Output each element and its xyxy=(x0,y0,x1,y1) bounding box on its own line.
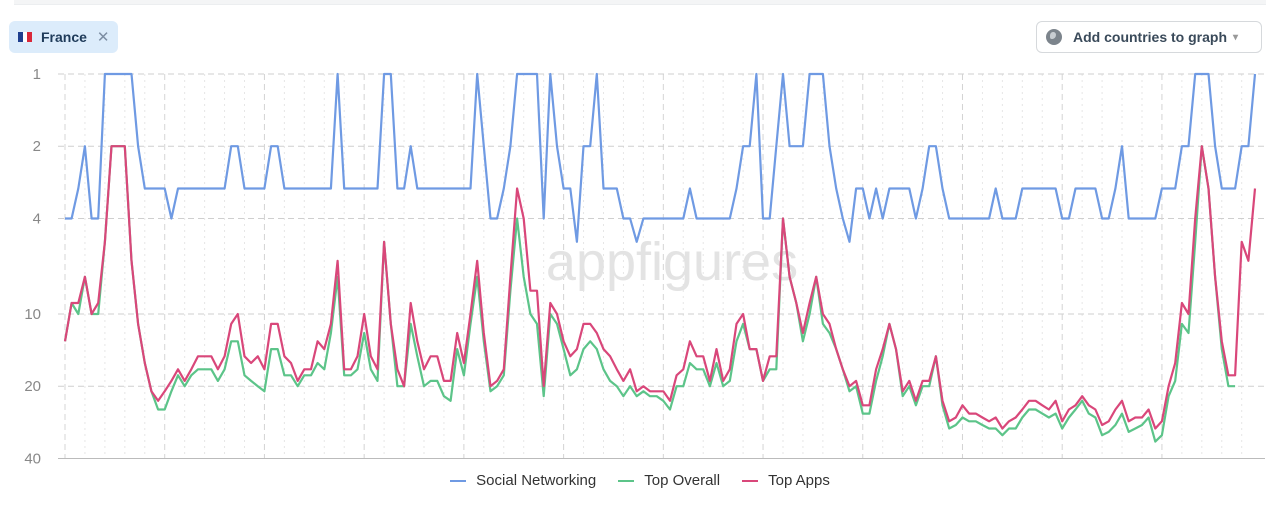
series-line-top-overall[interactable] xyxy=(63,145,1236,443)
y-tick-label: 1 xyxy=(33,66,41,83)
y-axis: 1 2 4 10 20 40 xyxy=(24,66,41,467)
legend-item-top-apps[interactable]: Top Apps xyxy=(742,472,830,489)
legend-swatch xyxy=(618,479,635,482)
close-icon[interactable]: ✕ xyxy=(96,29,110,46)
caret-down-icon: ▾ xyxy=(1233,31,1239,43)
y-tick-label: 2 xyxy=(33,138,41,155)
country-chip-france[interactable]: France ✕ xyxy=(9,21,118,53)
legend-swatch xyxy=(450,479,467,482)
legend-item-top-overall[interactable]: Top Overall xyxy=(618,472,720,489)
legend-label: Top Overall xyxy=(644,472,721,489)
legend-label: Top Apps xyxy=(768,472,830,489)
legend-swatch xyxy=(742,479,759,482)
y-tick-label: 40 xyxy=(24,450,41,467)
add-countries-button[interactable]: Add countries to graph ▾ xyxy=(1036,21,1262,53)
france-flag-icon xyxy=(18,32,33,42)
series-line-top-apps[interactable] xyxy=(63,145,1257,430)
legend-item-social-networking[interactable]: Social Networking xyxy=(450,472,596,489)
legend: Social Networking Top Overall Top Apps xyxy=(0,472,1280,489)
y-tick-label: 20 xyxy=(24,378,41,395)
globe-icon xyxy=(1046,29,1062,45)
y-tick-label: 10 xyxy=(24,306,41,323)
series-lines xyxy=(63,72,1257,443)
legend-label: Social Networking xyxy=(476,472,597,489)
y-tick-label: 4 xyxy=(33,210,41,227)
top-panel-edge xyxy=(14,0,1266,5)
series-line-social-networking[interactable] xyxy=(65,72,1257,243)
country-chip-label: France xyxy=(41,29,87,45)
watermark: appfigures xyxy=(546,232,798,292)
add-countries-label: Add countries to graph xyxy=(1073,29,1227,45)
